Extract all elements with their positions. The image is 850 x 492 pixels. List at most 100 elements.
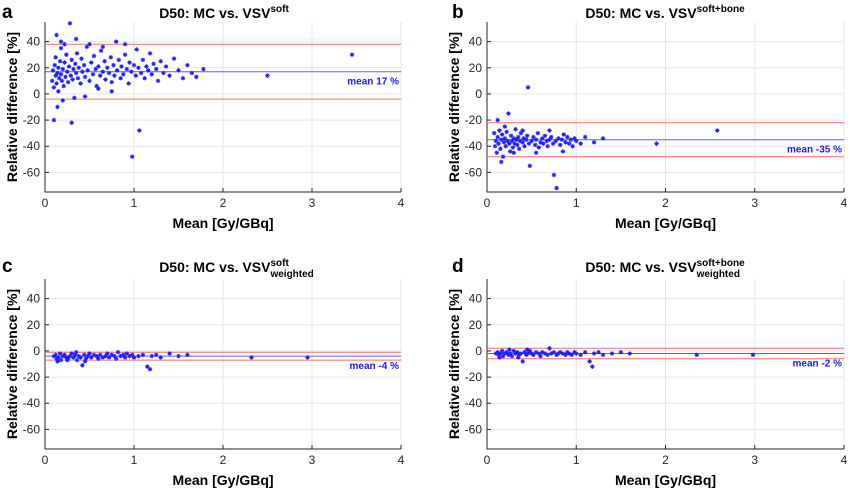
data-point bbox=[76, 353, 82, 359]
data-point bbox=[91, 53, 97, 59]
x-tick-label: 2 bbox=[220, 196, 227, 210]
data-point bbox=[516, 352, 522, 358]
y-tick-label: 20 bbox=[27, 61, 41, 75]
data-point bbox=[116, 57, 122, 63]
data-point bbox=[514, 137, 519, 142]
data-point bbox=[149, 353, 154, 359]
data-point bbox=[557, 350, 563, 355]
data-point bbox=[582, 134, 588, 140]
data-point bbox=[97, 352, 103, 358]
data-point bbox=[58, 45, 64, 51]
data-point bbox=[78, 355, 83, 360]
data-point bbox=[540, 350, 545, 355]
data-point bbox=[108, 55, 114, 60]
data-point bbox=[69, 120, 74, 125]
data-point bbox=[516, 134, 521, 140]
data-point bbox=[73, 36, 79, 42]
data-point bbox=[565, 350, 570, 355]
data-point bbox=[100, 44, 106, 50]
data-point bbox=[194, 74, 199, 80]
data-point bbox=[507, 141, 512, 146]
data-point bbox=[98, 48, 104, 53]
y-tick-label: 0 bbox=[33, 344, 40, 358]
x-tick-label: 3 bbox=[751, 196, 758, 210]
data-point bbox=[74, 51, 80, 56]
y-tick-label: 20 bbox=[469, 318, 483, 332]
data-point bbox=[540, 136, 545, 141]
data-point bbox=[129, 69, 134, 74]
data-point bbox=[73, 350, 79, 355]
x-tick-label: 3 bbox=[309, 196, 316, 210]
data-point bbox=[512, 141, 517, 146]
data-point bbox=[249, 355, 254, 360]
data-point bbox=[94, 353, 99, 359]
data-point bbox=[550, 141, 556, 146]
data-point bbox=[134, 47, 139, 52]
data-point bbox=[582, 350, 588, 355]
data-point bbox=[51, 117, 57, 123]
data-point bbox=[532, 142, 538, 148]
data-point bbox=[521, 136, 526, 141]
data-point bbox=[118, 76, 123, 81]
data-point bbox=[131, 62, 137, 68]
data-point bbox=[137, 128, 142, 133]
data-point bbox=[51, 85, 57, 90]
data-point bbox=[130, 352, 135, 358]
y-axis-label: Relative difference [%] bbox=[4, 289, 20, 439]
x-tick-label: 0 bbox=[42, 453, 49, 467]
data-point bbox=[55, 70, 60, 76]
data-point bbox=[515, 350, 520, 355]
x-tick-label: 4 bbox=[398, 453, 405, 467]
data-point bbox=[62, 42, 67, 47]
data-point bbox=[122, 42, 128, 47]
data-point bbox=[498, 146, 503, 152]
data-point bbox=[71, 355, 76, 360]
data-point bbox=[53, 55, 58, 60]
y-tick-label: -60 bbox=[465, 422, 483, 436]
data-point bbox=[560, 351, 566, 356]
data-point bbox=[591, 351, 597, 356]
data-point bbox=[58, 39, 64, 44]
data-point bbox=[55, 104, 60, 110]
data-point bbox=[60, 353, 65, 359]
data-point bbox=[180, 76, 186, 81]
data-point bbox=[155, 78, 161, 84]
data-point bbox=[189, 70, 195, 76]
data-point bbox=[542, 133, 548, 138]
data-point bbox=[566, 141, 572, 146]
data-point bbox=[565, 134, 570, 140]
data-point bbox=[126, 81, 131, 86]
data-point bbox=[600, 136, 606, 141]
data-point bbox=[536, 351, 541, 356]
x-tick-label: 1 bbox=[573, 196, 580, 210]
data-point bbox=[89, 355, 94, 360]
y-axis-label: Relative difference [%] bbox=[4, 32, 20, 182]
x-axis-label: Mean [Gy/GBq] bbox=[615, 472, 716, 488]
data-point bbox=[536, 145, 541, 150]
y-tick-label: 20 bbox=[469, 61, 483, 75]
data-point bbox=[167, 73, 172, 78]
data-point bbox=[499, 348, 505, 354]
data-point bbox=[80, 363, 85, 368]
data-point bbox=[105, 351, 110, 356]
data-point bbox=[499, 137, 504, 142]
title-main: D50: MC vs. VSV bbox=[159, 259, 271, 275]
chart-title: D50: MC vs. VSVsoft+bone bbox=[585, 258, 745, 275]
data-point bbox=[527, 348, 533, 354]
data-point bbox=[495, 117, 500, 123]
data-point bbox=[502, 136, 508, 141]
data-point bbox=[524, 137, 529, 142]
data-point bbox=[69, 351, 74, 356]
data-point bbox=[496, 352, 501, 358]
data-point bbox=[144, 64, 149, 69]
data-point bbox=[53, 73, 58, 78]
data-point bbox=[509, 353, 515, 359]
data-point bbox=[590, 364, 595, 369]
data-point bbox=[538, 353, 543, 359]
data-point bbox=[513, 351, 518, 356]
data-point bbox=[570, 144, 575, 149]
panel-letter: a bbox=[2, 2, 13, 23]
data-point bbox=[58, 72, 64, 77]
y-tick-label: -20 bbox=[465, 370, 483, 384]
data-point bbox=[600, 352, 606, 358]
